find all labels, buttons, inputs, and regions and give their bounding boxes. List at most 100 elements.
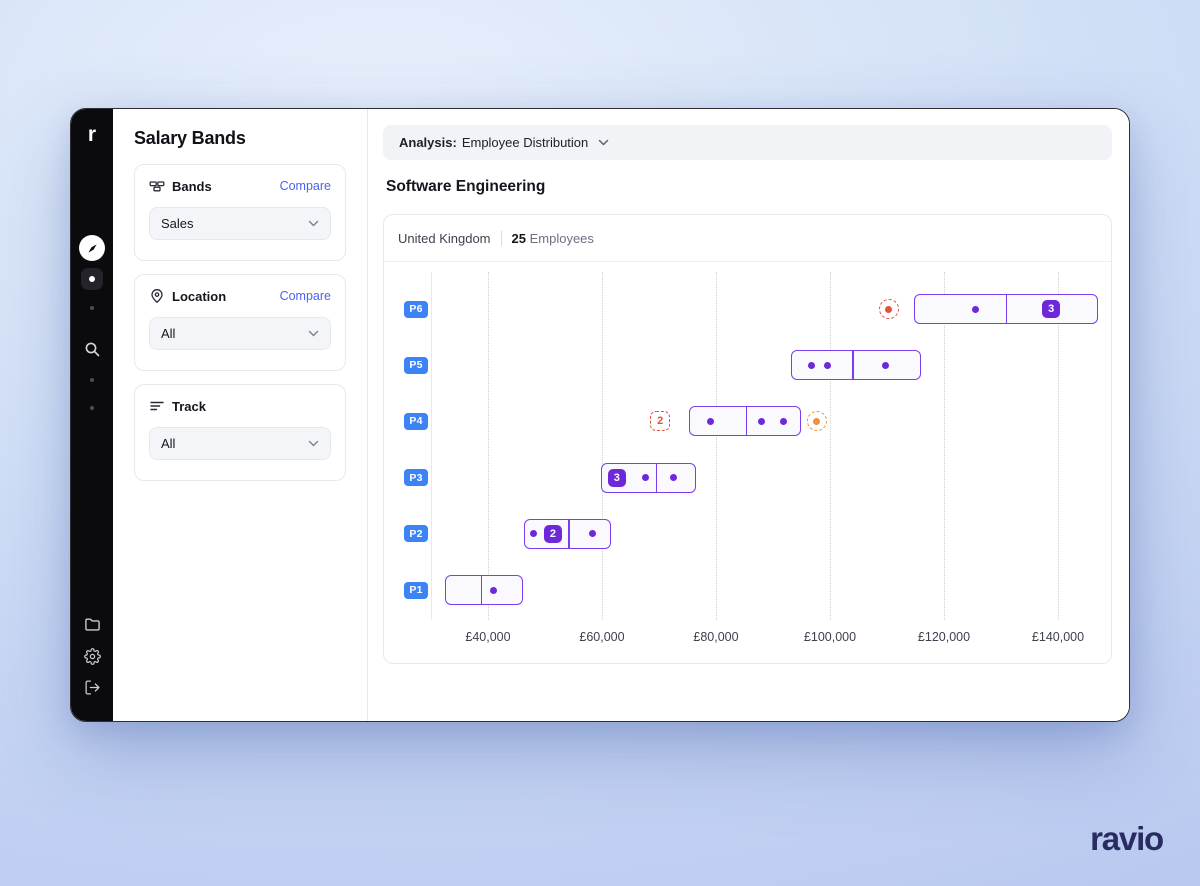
nav-sidebar: r <box>71 109 113 721</box>
filters-panel: Salary Bands Bands Compare Sales <box>113 109 368 721</box>
search-icon <box>85 342 99 357</box>
location-card: Location Compare All <box>134 274 346 371</box>
app-window: r <box>70 108 1130 722</box>
salary-band[interactable] <box>913 294 1098 324</box>
axis-tick-label: £80,000 <box>693 630 739 644</box>
analysis-value: Employee Distribution <box>461 135 589 150</box>
axis-tick-label: £40,000 <box>465 630 511 644</box>
employee-count-badge[interactable]: 2 <box>543 524 562 543</box>
level-badge: P2 <box>404 525 428 543</box>
bands-select[interactable]: Sales <box>149 207 331 240</box>
settings-button[interactable] <box>71 648 113 665</box>
logout-icon <box>84 680 100 695</box>
employee-dot[interactable] <box>972 305 980 313</box>
employee-dot[interactable] <box>807 361 815 369</box>
chart-gridline <box>716 272 717 620</box>
employee-dot[interactable] <box>670 474 678 482</box>
header-divider <box>500 230 502 246</box>
outlier-count-badge[interactable]: 2 <box>650 411 671 432</box>
axis-tick-label: £100,000 <box>803 630 857 644</box>
chevron-down-icon <box>598 139 609 146</box>
axis-tick-label: £120,000 <box>917 630 971 644</box>
level-badge: P3 <box>404 469 428 487</box>
bands-select-value: Sales <box>161 216 194 231</box>
folder-icon <box>84 618 100 631</box>
employee-count-badge[interactable]: 3 <box>1042 300 1061 318</box>
ravio-logo-mark: r <box>87 123 97 146</box>
employee-count-badge[interactable]: 3 <box>607 468 626 487</box>
nav-item-compensation[interactable] <box>71 235 113 261</box>
job-family-heading: Software Engineering <box>386 178 546 195</box>
chart-gridline <box>602 272 603 620</box>
chart-gridline <box>1058 272 1059 620</box>
page-title: Salary Bands <box>134 128 246 148</box>
gear-icon <box>83 648 101 665</box>
chart-gridline <box>944 272 945 620</box>
employee-dot[interactable] <box>824 361 832 369</box>
chart-card: United Kingdom 25 Employees £40,000 £60,0… <box>383 214 1112 664</box>
level-badge: P5 <box>404 356 428 374</box>
outlier-dot[interactable] <box>878 299 899 319</box>
compass-icon <box>79 235 105 261</box>
main-content: Analysis: Employee Distribution Software… <box>368 109 1129 721</box>
track-select[interactable]: All <box>149 427 331 460</box>
outlier-dot-center <box>813 417 821 425</box>
location-select-value: All <box>161 326 176 341</box>
employee-dot[interactable] <box>642 474 650 482</box>
nav-dot-icon <box>90 406 94 410</box>
employee-dot[interactable] <box>530 530 538 538</box>
search-button[interactable] <box>71 341 113 358</box>
location-card-label: Location <box>172 288 227 304</box>
chart-plot: £40,000 £60,000 £80,000 £100,000 £120,000 £14… <box>384 262 1111 663</box>
band-mid-divider <box>568 519 570 548</box>
chevron-down-icon <box>308 330 319 337</box>
ravio-wordmark: ravio <box>1090 820 1164 857</box>
chart-card-header: United Kingdom 25 Employees <box>384 215 1111 262</box>
nav-dot-icon <box>90 306 94 310</box>
salary-band[interactable] <box>523 518 612 549</box>
track-lines-icon <box>150 401 164 411</box>
salary-band[interactable] <box>445 575 523 605</box>
chevron-down-icon <box>308 440 319 447</box>
axis-tick-label: £60,000 <box>579 630 625 644</box>
logout-button[interactable] <box>71 679 113 696</box>
employee-dot[interactable] <box>707 417 715 425</box>
chevron-down-icon <box>308 220 319 227</box>
location-select[interactable]: All <box>149 317 331 350</box>
employee-dot[interactable] <box>757 417 765 425</box>
analysis-label: Analysis: <box>399 135 457 150</box>
bands-icon <box>149 181 165 192</box>
nav-subitem-active[interactable] <box>71 268 113 290</box>
track-select-value: All <box>161 436 176 451</box>
y-axis-line <box>431 272 432 620</box>
band-mid-divider <box>852 351 854 380</box>
track-card-label: Track <box>172 398 206 414</box>
outlier-dot[interactable] <box>806 411 827 432</box>
employee-dot[interactable] <box>589 530 597 538</box>
band-mid-divider <box>480 576 483 604</box>
chart-gridline <box>488 272 489 620</box>
location-pin-icon <box>151 289 163 304</box>
band-mid-divider <box>745 407 748 436</box>
region-label: United Kingdom <box>398 230 491 246</box>
employee-dot[interactable] <box>490 586 498 594</box>
bands-card-label: Bands <box>172 178 212 194</box>
employee-dot[interactable] <box>882 361 890 369</box>
chart-gridline <box>830 272 831 620</box>
outlier-dot-center <box>885 305 893 313</box>
nav-dot-icon <box>90 378 94 382</box>
track-card: Track All <box>134 384 346 481</box>
axis-tick-label: £140,000 <box>1031 630 1085 644</box>
level-badge: P1 <box>404 581 428 599</box>
level-badge: P6 <box>404 300 428 318</box>
band-mid-divider <box>1005 295 1008 323</box>
employee-count: 25 Employees <box>511 230 594 246</box>
band-mid-divider <box>655 463 658 492</box>
bands-compare-link[interactable]: Compare <box>279 179 331 193</box>
analysis-dropdown[interactable]: Analysis: Employee Distribution <box>383 125 1112 160</box>
bands-card: Bands Compare Sales <box>134 164 346 261</box>
active-dot-icon <box>89 276 95 282</box>
employee-dot[interactable] <box>780 417 788 425</box>
location-compare-link[interactable]: Compare <box>279 289 331 303</box>
projects-button[interactable] <box>71 616 113 633</box>
